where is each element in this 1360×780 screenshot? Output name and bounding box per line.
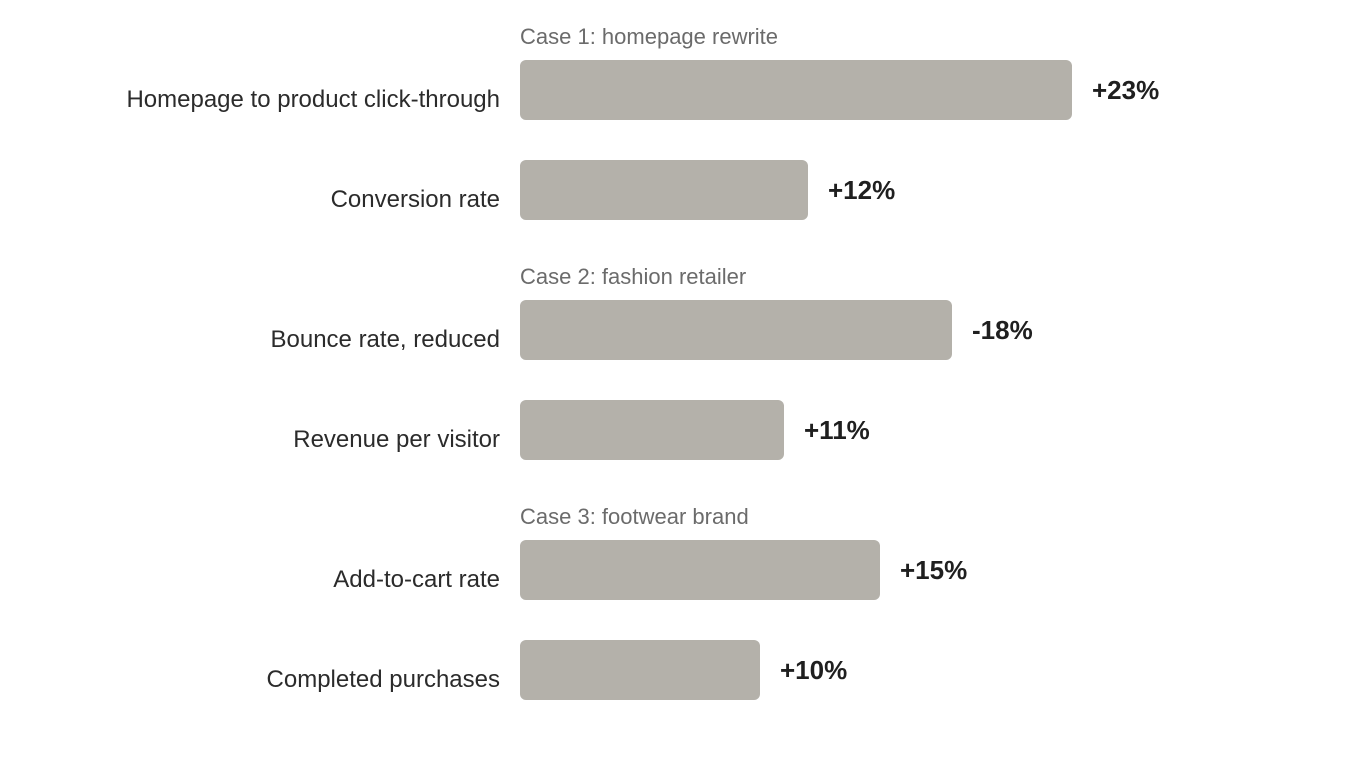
value-label: +11% xyxy=(804,415,870,445)
value-label: -18% xyxy=(972,315,1033,345)
bar xyxy=(520,160,808,220)
case-title: Case 2: fashion retailer xyxy=(520,264,747,289)
row-label: Conversion rate xyxy=(330,186,500,213)
bar xyxy=(520,300,952,360)
case-title: Case 1: homepage rewrite xyxy=(520,24,779,49)
row-label: Bounce rate, reduced xyxy=(270,326,501,353)
bar xyxy=(520,540,880,600)
row-label: Homepage to product click-through xyxy=(126,86,500,113)
value-label: +23% xyxy=(1092,75,1160,105)
bar xyxy=(520,60,1072,120)
value-label: +12% xyxy=(828,175,896,205)
value-label: +10% xyxy=(780,655,848,685)
row-label: Revenue per visitor xyxy=(293,426,500,453)
bar xyxy=(520,400,784,460)
value-label: +15% xyxy=(900,555,968,585)
row-label: Add-to-cart rate xyxy=(333,566,500,593)
case-title: Case 3: footwear brand xyxy=(520,504,749,529)
bar xyxy=(520,640,760,700)
row-label: Completed purchases xyxy=(266,666,500,693)
